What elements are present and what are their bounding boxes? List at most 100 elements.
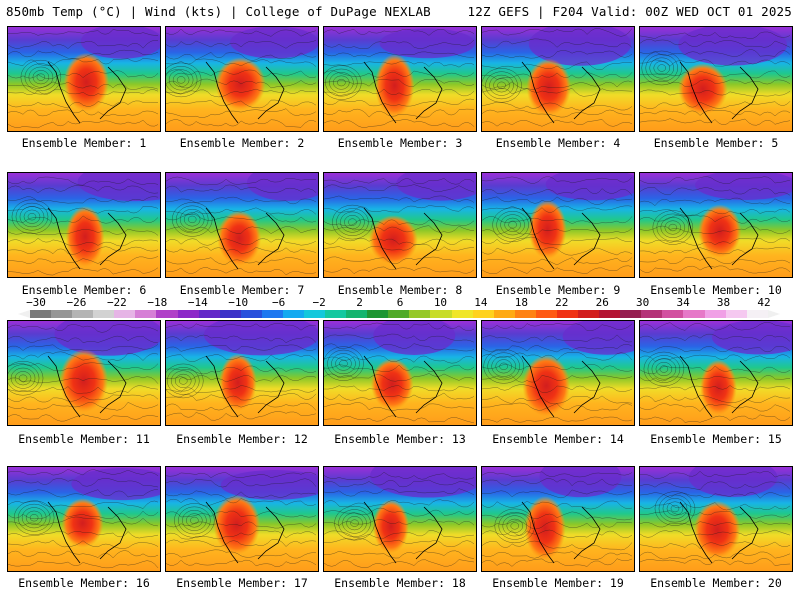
ensemble-member-label: Ensemble Member: 4: [495, 136, 621, 150]
colorbar-swatch: [662, 310, 684, 318]
ensemble-member-label: Ensemble Member: 11: [18, 432, 150, 446]
ensemble-member-label: Ensemble Member: 20: [650, 576, 782, 590]
ensemble-member-label: Ensemble Member: 15: [650, 432, 782, 446]
colorbar-swatch: [599, 310, 621, 318]
colorbar-swatch: [641, 310, 663, 318]
colorbar-swatch: [346, 310, 368, 318]
colorbar-tick-label: 2: [356, 296, 363, 309]
colorbar-tick-label: 14: [474, 296, 488, 309]
temperature-map: [166, 173, 318, 277]
colorbar-tick-label: 6: [396, 296, 404, 309]
ensemble-panel: [481, 466, 635, 572]
ensemble-panel: [165, 26, 319, 132]
colorbar-right-arrow: [768, 310, 780, 318]
temperature-map: [8, 467, 160, 571]
ensemble-member-label: Ensemble Member: 5: [653, 136, 779, 150]
temperature-map: [324, 27, 476, 131]
temperature-map: [166, 321, 318, 425]
colorbar-tick-label: 42: [757, 296, 771, 309]
colorbar-tick-label: 34: [676, 296, 690, 309]
temperature-map: [324, 173, 476, 277]
temperature-map: [482, 467, 634, 571]
colorbar-tick-labels: −30 −26 −22 −18 −14 −10 −6 −2 2 6 10 14 18 22 26 30 34 38…: [0, 296, 800, 310]
colorbar-swatch: [430, 310, 452, 318]
ensemble-member-label: Ensemble Member: 12: [176, 432, 308, 446]
colorbar-swatch: [409, 310, 431, 318]
colorbar-swatch: [367, 310, 389, 318]
colorbar-swatch: [472, 310, 494, 318]
ensemble-member-label: Ensemble Member: 14: [492, 432, 624, 446]
colorbar-swatch: [219, 310, 241, 318]
ensemble-member-label: Ensemble Member: 9: [495, 283, 621, 297]
colorbar-tick-label: 10: [433, 296, 448, 309]
colorbar-tick-label: 22: [555, 296, 569, 309]
ensemble-panel: [165, 320, 319, 426]
colorbar-swatch: [725, 310, 747, 318]
colorbar-tick-label: 30: [636, 296, 650, 309]
ensemble-panel: [165, 172, 319, 278]
ensemble-member-label: Ensemble Member: 7: [179, 283, 305, 297]
ensemble-member-label: Ensemble Member: 13: [334, 432, 466, 446]
colorbar-tick-label: −18: [147, 296, 168, 309]
temperature-map: [166, 27, 318, 131]
colorbar-swatch: [535, 310, 557, 318]
temperature-map: [324, 467, 476, 571]
ensemble-panel: [639, 466, 793, 572]
ensemble-member-label: Ensemble Member: 2: [179, 136, 305, 150]
colorbar-swatch: [198, 310, 220, 318]
temperature-map: [640, 467, 792, 571]
ensemble-panel: [639, 172, 793, 278]
header-right-title: 12Z GEFS | F204 Valid: 00Z WED OCT 01 20…: [467, 4, 792, 19]
colorbar-swatch: [493, 310, 515, 318]
temperature-map: [640, 27, 792, 131]
ensemble-member-label: Ensemble Member: 16: [18, 576, 150, 590]
colorbar-swatch: [114, 310, 136, 318]
colorbar-swatch: [556, 310, 579, 318]
ensemble-panel: [323, 172, 477, 278]
ensemble-member-label: Ensemble Member: 8: [337, 283, 463, 297]
temperature-map: [640, 173, 792, 277]
colorbar-swatch: [704, 310, 726, 318]
ensemble-panel: [165, 466, 319, 572]
colorbar-swatch: [135, 310, 157, 318]
colorbar-swatch: [304, 310, 326, 318]
colorbar-tick-label: −2: [312, 296, 326, 309]
ensemble-panel: [481, 26, 635, 132]
colorbar-tick-label: −26: [66, 296, 87, 309]
temperature-map: [8, 321, 160, 425]
colorbar-swatch: [683, 310, 705, 318]
temperature-map: [8, 27, 160, 131]
ensemble-panel: [7, 26, 161, 132]
temperature-map: [482, 27, 634, 131]
colorbar-tick-label: 38: [716, 296, 731, 309]
ensemble-panel: [7, 172, 161, 278]
colorbar-swatch: [30, 310, 52, 318]
ensemble-panel: [323, 466, 477, 572]
ensemble-panel: [639, 26, 793, 132]
ensemble-panel: [639, 320, 793, 426]
ensemble-panel: [7, 466, 161, 572]
colorbar-tick-label: −30: [26, 296, 46, 309]
colorbar-tick-label: 26: [595, 296, 609, 309]
colorbar-tick-label: 18: [514, 296, 528, 309]
temperature-map: [640, 321, 792, 425]
ensemble-member-label: Ensemble Member: 1: [21, 136, 147, 150]
ensemble-member-label: Ensemble Member: 10: [650, 283, 782, 297]
colorbar-swatch: [177, 310, 199, 318]
temperature-map: [482, 173, 634, 277]
ensemble-panel: [323, 320, 477, 426]
colorbar-tick-label: −22: [106, 296, 127, 309]
colorbar-swatch: [514, 310, 536, 318]
ensemble-member-label: Ensemble Member: 17: [176, 576, 308, 590]
colorbar-swatch: [240, 310, 262, 318]
colorbar-left-arrow: [18, 310, 30, 318]
colorbar-swatch: [746, 310, 768, 318]
temperature-map: [166, 467, 318, 571]
colorbar: [30, 310, 768, 318]
colorbar-swatch: [72, 310, 94, 318]
temperature-map: [324, 321, 476, 425]
colorbar-swatch: [388, 310, 410, 318]
colorbar-swatch: [93, 310, 115, 318]
temperature-map: [8, 173, 160, 277]
ensemble-panel: [323, 26, 477, 132]
